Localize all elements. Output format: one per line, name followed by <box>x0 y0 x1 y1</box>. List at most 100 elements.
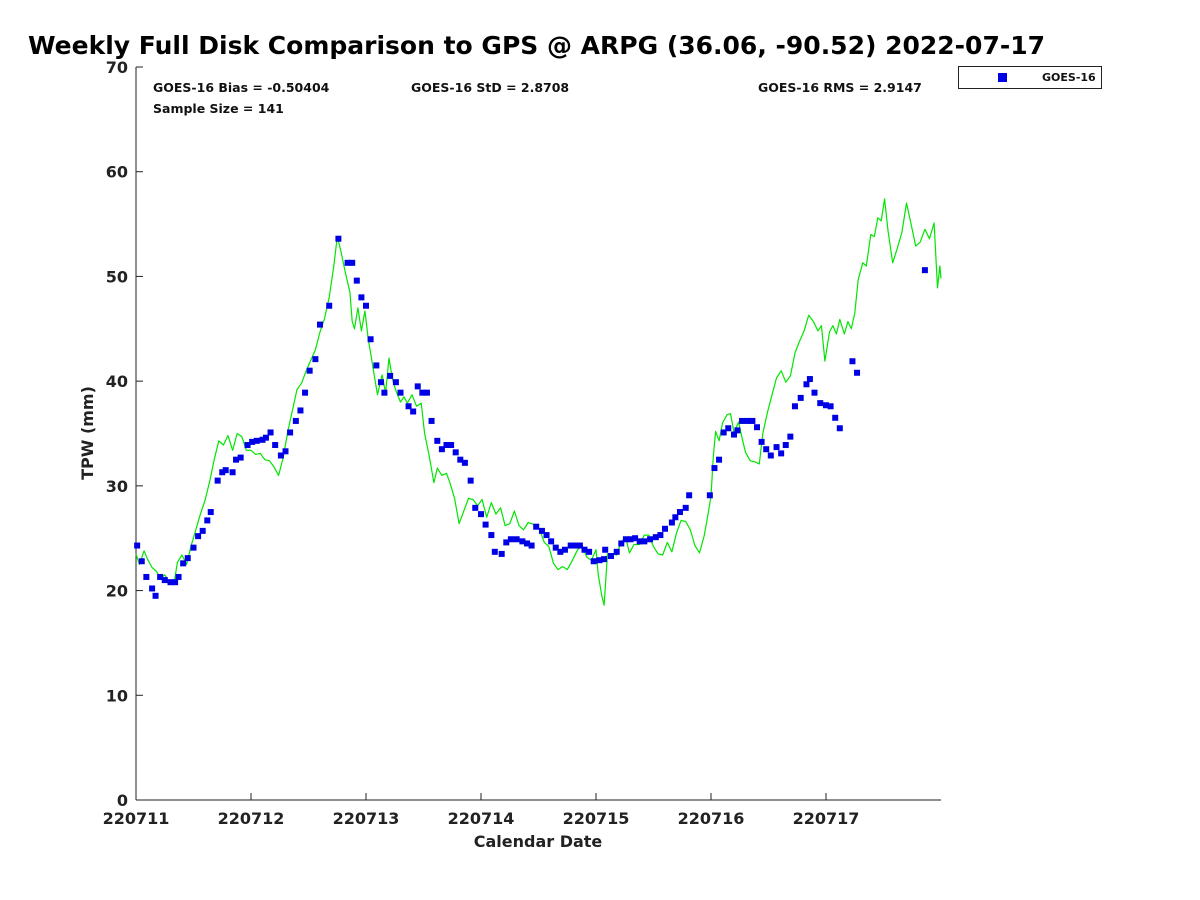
goes16-data-point <box>467 477 474 484</box>
goes16-data-point <box>229 469 236 476</box>
goes16-data-point <box>519 538 526 545</box>
goes16-data-point <box>349 259 356 266</box>
goes16-data-point <box>596 557 603 564</box>
goes16-data-point <box>647 536 654 543</box>
goes16-data-point <box>581 546 588 553</box>
goes16-data-point <box>461 459 468 466</box>
y-axis-label: TPW (mm) <box>78 386 97 480</box>
goes16-data-point <box>734 427 741 434</box>
goes16-data-point <box>586 548 593 555</box>
goes16-data-point <box>277 452 284 459</box>
goes16-data-point <box>244 442 251 449</box>
gps-line <box>135 198 942 606</box>
goes16-data-point <box>172 579 179 586</box>
goes16-data-point <box>438 446 445 453</box>
goes16-data-point <box>214 477 221 484</box>
goes16-data-point <box>219 469 226 476</box>
goes16-data-point <box>302 389 309 396</box>
goes16-data-point <box>381 389 388 396</box>
goes16-data-point <box>184 555 191 562</box>
goes16-data-point <box>754 424 760 431</box>
goes16-data-point <box>548 538 555 545</box>
goes16-data-point <box>457 456 464 463</box>
goes16-data-point <box>716 456 723 463</box>
x-tick-label: 220711 <box>103 809 170 828</box>
goes16-data-point <box>452 449 459 456</box>
goes16-data-point <box>602 546 609 553</box>
goes16-data-point <box>706 492 713 499</box>
goes16-data-point <box>711 465 718 472</box>
x-tick-label: 220716 <box>678 809 745 828</box>
goes16-data-point <box>392 379 399 386</box>
goes16-data-point <box>657 532 664 539</box>
goes16-data-point <box>282 448 289 455</box>
legend-label: GOES-16 <box>1042 71 1096 84</box>
goes16-data-point <box>498 550 505 557</box>
goes16-data-point <box>249 438 256 445</box>
goes16-data-point <box>443 442 450 449</box>
goes16-data-point <box>297 407 304 414</box>
goes16-data-point <box>152 592 159 599</box>
goes16-data-point <box>199 527 206 534</box>
goes16-data-point <box>472 504 479 511</box>
goes16-data-point <box>317 321 323 328</box>
goes16-data-point <box>533 523 540 530</box>
y-tick-label: 60 <box>106 163 128 182</box>
goes16-data-point <box>676 509 683 516</box>
goes16-data-point <box>782 442 789 449</box>
goes16-data-point <box>491 548 498 555</box>
goes16-data-point <box>233 456 240 463</box>
goes16-data-point <box>854 369 861 376</box>
goes16-data-point <box>507 536 514 543</box>
goes16-data-point <box>344 259 351 266</box>
goes16-data-point <box>138 558 145 565</box>
y-tick-label: 30 <box>106 477 128 496</box>
goes16-data-point <box>797 394 804 401</box>
goes16-data-point <box>778 450 785 457</box>
legend-box <box>958 66 1102 89</box>
std-stat: GOES-16 StD = 2.8708 <box>411 80 569 95</box>
goes16-data-point <box>488 532 495 539</box>
goes16-data-point <box>373 362 380 369</box>
goes16-data-point <box>419 389 426 396</box>
goes16-data-point <box>749 417 756 424</box>
goes16-data-point <box>672 514 679 521</box>
goes16-data-point <box>434 437 441 444</box>
y-tick-label: 50 <box>106 267 128 286</box>
y-tick-label: 20 <box>106 582 128 601</box>
goes16-data-point <box>668 519 675 526</box>
goes16-data-point <box>405 403 412 410</box>
x-axis-ticks: 220711 220712 220713 220714 220715 220716 2207… <box>103 793 859 828</box>
goes16-data-point <box>763 446 770 453</box>
goes16-data-point <box>731 431 737 438</box>
goes16-data-point <box>767 452 774 459</box>
goes16-data-point <box>180 560 187 567</box>
goes16-data-point <box>161 577 168 584</box>
goes16-data-point <box>823 402 829 409</box>
goes16-data-point <box>561 546 568 553</box>
goes16-data-point <box>739 417 746 424</box>
goes16-data-point <box>363 302 369 309</box>
goes16-data-point <box>377 379 384 386</box>
goes16-data-point <box>272 442 279 449</box>
goes16-data-point <box>134 542 141 549</box>
goes16-data-point <box>576 542 583 549</box>
stats-annotations: GOES-16 Bias = -0.50404 GOES-16 StD = 2.… <box>153 80 922 116</box>
goes16-data-point <box>590 558 597 565</box>
goes16-data-point <box>557 548 564 555</box>
goes16-data-point <box>773 444 780 451</box>
goes16-data-point <box>622 536 629 543</box>
goes16-data-point <box>601 556 608 563</box>
rms-stat: GOES-16 RMS = 2.9147 <box>758 80 922 95</box>
goes16-data-point <box>652 534 659 541</box>
goes16-data-point <box>428 417 435 424</box>
goes16-data-point <box>538 527 545 534</box>
goes16-data-point <box>353 277 360 284</box>
chart-title: Weekly Full Disk Comparison to GPS @ ARP… <box>28 31 1045 60</box>
goes16-data-point <box>190 544 197 551</box>
goes16-data-point <box>528 542 535 549</box>
goes16-data-point <box>482 521 489 528</box>
y-tick-label: 70 <box>106 58 128 77</box>
goes16-data-point <box>143 573 150 580</box>
goes16-data-point <box>387 372 394 379</box>
